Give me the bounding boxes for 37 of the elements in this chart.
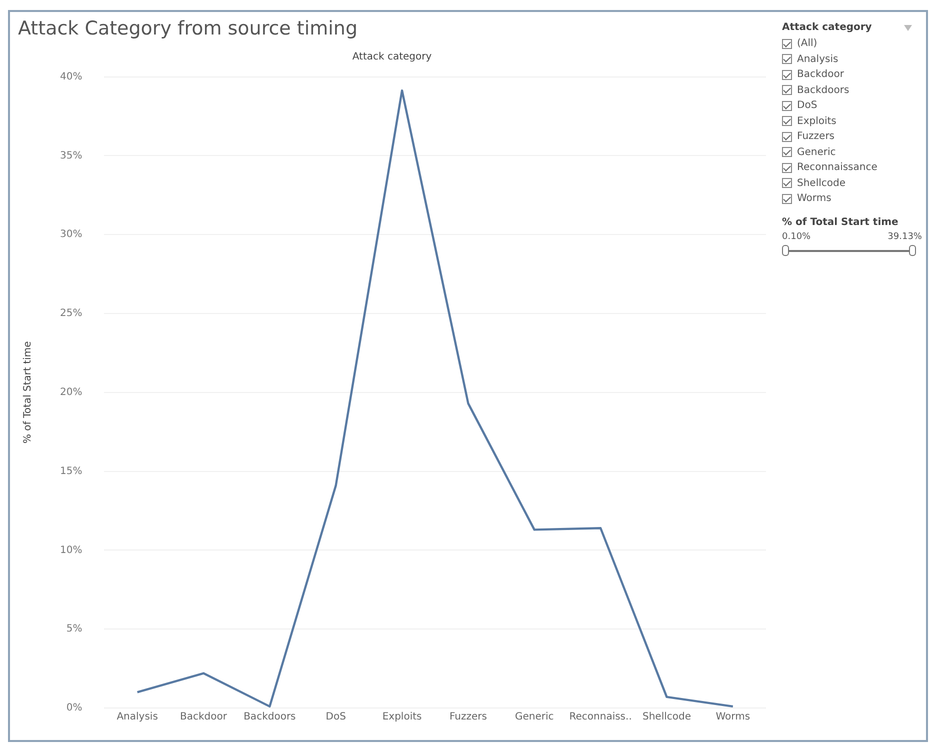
y-tick-label: 5%: [66, 624, 82, 635]
y-axis-title: % of Total Start time: [22, 341, 34, 444]
y-tick-label: 0%: [66, 702, 82, 714]
x-tick-label: Fuzzers: [449, 712, 487, 723]
x-tick-label: Worms: [716, 712, 750, 723]
x-tick-label: Backdoors: [244, 712, 296, 723]
x-tick-label: Reconnaiss..: [569, 712, 632, 723]
y-tick-label: 10%: [60, 544, 82, 556]
text: DoS: [797, 100, 818, 112]
text: Shellcode: [797, 178, 846, 189]
text: Analysis: [797, 54, 838, 65]
y-tick-label: 15%: [60, 466, 82, 477]
text: Backdoors: [797, 84, 850, 96]
text: Backdoor: [797, 69, 844, 80]
text: Exploits: [797, 116, 836, 127]
x-tick-label: Generic: [514, 712, 554, 723]
x-axis-title: Attack category: [352, 51, 432, 62]
text: Reconnaissance: [797, 162, 878, 174]
text: 0.10%: [782, 232, 811, 242]
y-tick-label: 35%: [60, 150, 82, 162]
y-tick-label: 25%: [60, 308, 82, 320]
text: (All): [797, 38, 818, 50]
text: Worms: [797, 193, 832, 204]
chart-title: Attack Category from source timing: [18, 17, 358, 40]
text: Generic: [797, 146, 836, 158]
x-tick-label: Exploits: [382, 712, 422, 723]
y-tick-label: 20%: [60, 386, 82, 398]
text: Attack category: [782, 22, 872, 33]
y-tick-label: 30%: [60, 229, 82, 240]
x-tick-label: Backdoor: [180, 712, 228, 723]
x-tick-label: DoS: [326, 712, 346, 723]
y-tick-label: 40%: [60, 71, 82, 82]
x-tick-label: Shellcode: [642, 712, 691, 723]
text: 39.13%: [888, 232, 922, 242]
text: Fuzzers: [797, 131, 835, 142]
text: % of Total Start time: [782, 216, 900, 228]
x-tick-label: Analysis: [116, 712, 158, 723]
